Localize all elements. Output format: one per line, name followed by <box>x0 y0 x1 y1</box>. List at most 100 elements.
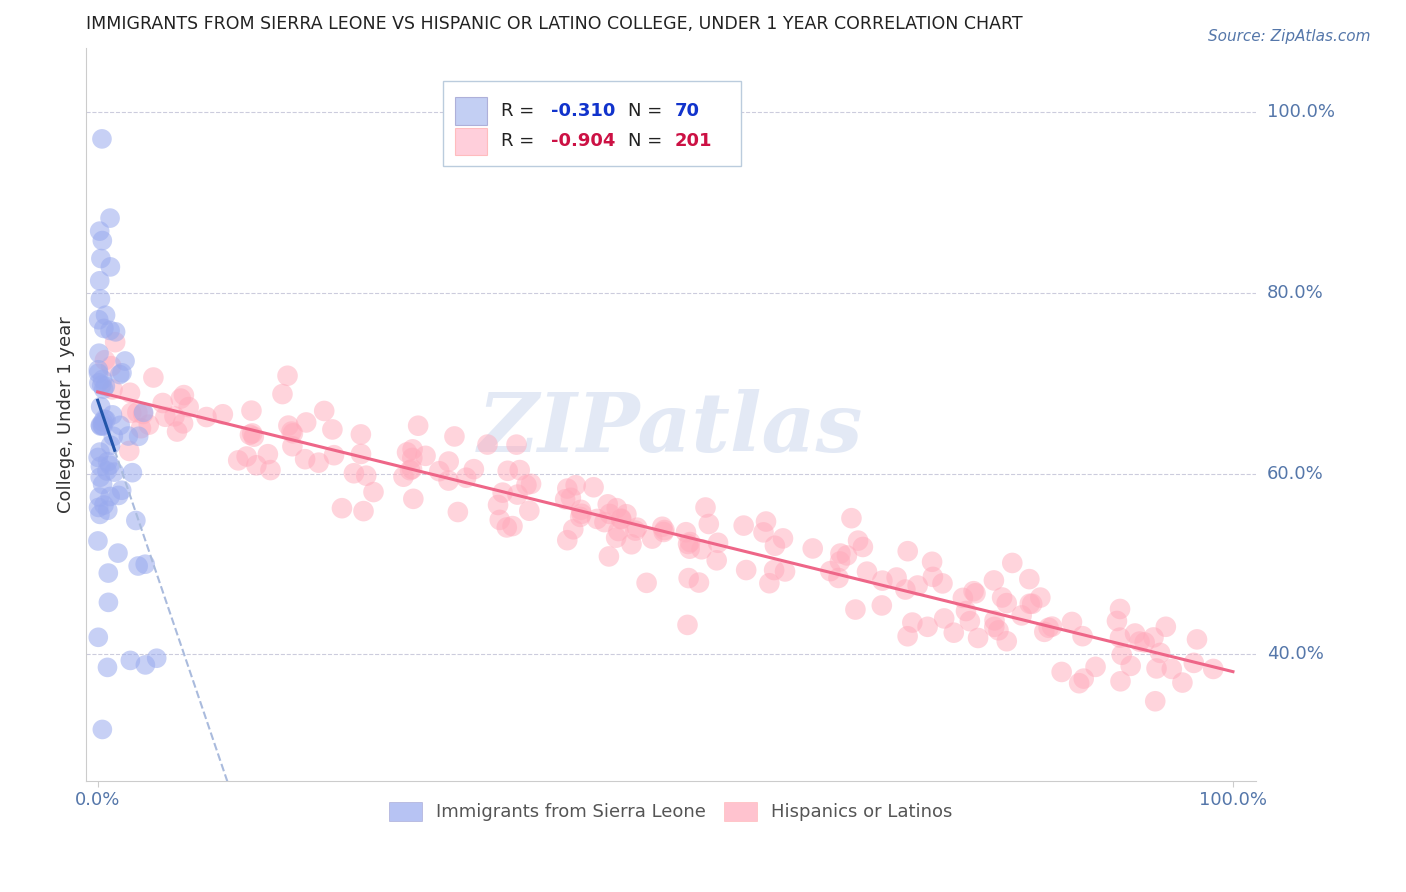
Point <box>517 504 540 518</box>
Point <box>1060 615 1083 629</box>
Point <box>676 618 699 632</box>
Point <box>104 325 127 339</box>
Point <box>94 379 117 393</box>
Point <box>108 418 131 433</box>
Point <box>107 546 129 560</box>
Point <box>89 274 111 288</box>
Point <box>688 575 710 590</box>
Point <box>610 512 633 526</box>
Text: N =: N = <box>627 133 668 151</box>
Point <box>697 516 720 531</box>
Point <box>91 417 114 432</box>
Point <box>654 523 676 537</box>
Point <box>870 599 893 613</box>
Point <box>835 549 858 563</box>
Point <box>323 448 346 462</box>
Point <box>1109 602 1132 616</box>
Legend: Immigrants from Sierra Leone, Hispanics or Latinos: Immigrants from Sierra Leone, Hispanics … <box>384 797 957 827</box>
Point <box>962 584 984 599</box>
Point <box>401 462 423 476</box>
Point <box>97 595 120 609</box>
Point <box>91 234 114 248</box>
Point <box>1038 621 1060 635</box>
Point <box>350 427 373 442</box>
Point <box>128 429 150 443</box>
Point <box>155 409 177 424</box>
Point <box>1142 631 1164 645</box>
Point <box>1160 662 1182 676</box>
Point <box>91 415 114 429</box>
Point <box>1011 608 1033 623</box>
Point <box>281 426 304 441</box>
Point <box>93 412 115 426</box>
Point <box>138 417 160 432</box>
Point <box>636 575 658 590</box>
Point <box>94 353 117 368</box>
Point <box>679 535 702 549</box>
Point <box>515 478 537 492</box>
Point <box>415 449 437 463</box>
Point <box>907 578 929 592</box>
Point <box>96 660 118 674</box>
Point <box>706 553 728 567</box>
Point <box>89 418 111 433</box>
Point <box>243 430 266 444</box>
Point <box>94 413 117 427</box>
Point <box>983 620 1005 634</box>
Point <box>87 500 110 515</box>
Point <box>599 507 621 521</box>
Point <box>852 540 875 554</box>
Point <box>101 408 124 422</box>
Point <box>554 492 576 507</box>
Point <box>276 368 298 383</box>
Point <box>321 422 343 436</box>
Point <box>108 368 131 382</box>
Point <box>755 515 778 529</box>
Point <box>763 539 786 553</box>
Point <box>114 354 136 368</box>
Point <box>830 547 852 561</box>
Point <box>934 611 956 625</box>
Point <box>120 406 142 420</box>
Point <box>897 544 920 558</box>
Point <box>1109 674 1132 689</box>
Point <box>569 509 592 524</box>
Point <box>98 211 121 226</box>
Point <box>91 372 114 386</box>
Point <box>87 312 110 326</box>
Point <box>142 370 165 384</box>
Point <box>560 491 582 505</box>
Point <box>965 586 987 600</box>
Point <box>91 477 114 491</box>
Point <box>1171 675 1194 690</box>
Point <box>134 558 156 572</box>
Point <box>991 591 1014 605</box>
Point <box>87 346 110 360</box>
Text: 70: 70 <box>675 102 699 120</box>
Point <box>1018 597 1040 611</box>
Point <box>101 383 124 397</box>
Point <box>1149 646 1171 660</box>
Point <box>91 419 114 434</box>
Point <box>294 452 316 467</box>
Point <box>477 437 499 451</box>
Point <box>132 405 155 419</box>
Point <box>103 465 125 479</box>
Point <box>506 487 529 501</box>
Point <box>495 520 517 534</box>
Point <box>240 426 263 441</box>
Point <box>607 524 630 538</box>
Point <box>491 485 513 500</box>
Point <box>641 532 664 546</box>
Point <box>118 385 141 400</box>
Text: Source: ZipAtlas.com: Source: ZipAtlas.com <box>1208 29 1371 44</box>
Point <box>427 464 450 478</box>
Text: ZIPatlas: ZIPatlas <box>478 390 863 469</box>
Point <box>846 533 869 548</box>
Point <box>97 455 120 469</box>
Point <box>707 536 730 550</box>
Point <box>967 631 990 645</box>
Point <box>569 503 592 517</box>
Point <box>679 541 702 556</box>
FancyBboxPatch shape <box>454 97 488 125</box>
